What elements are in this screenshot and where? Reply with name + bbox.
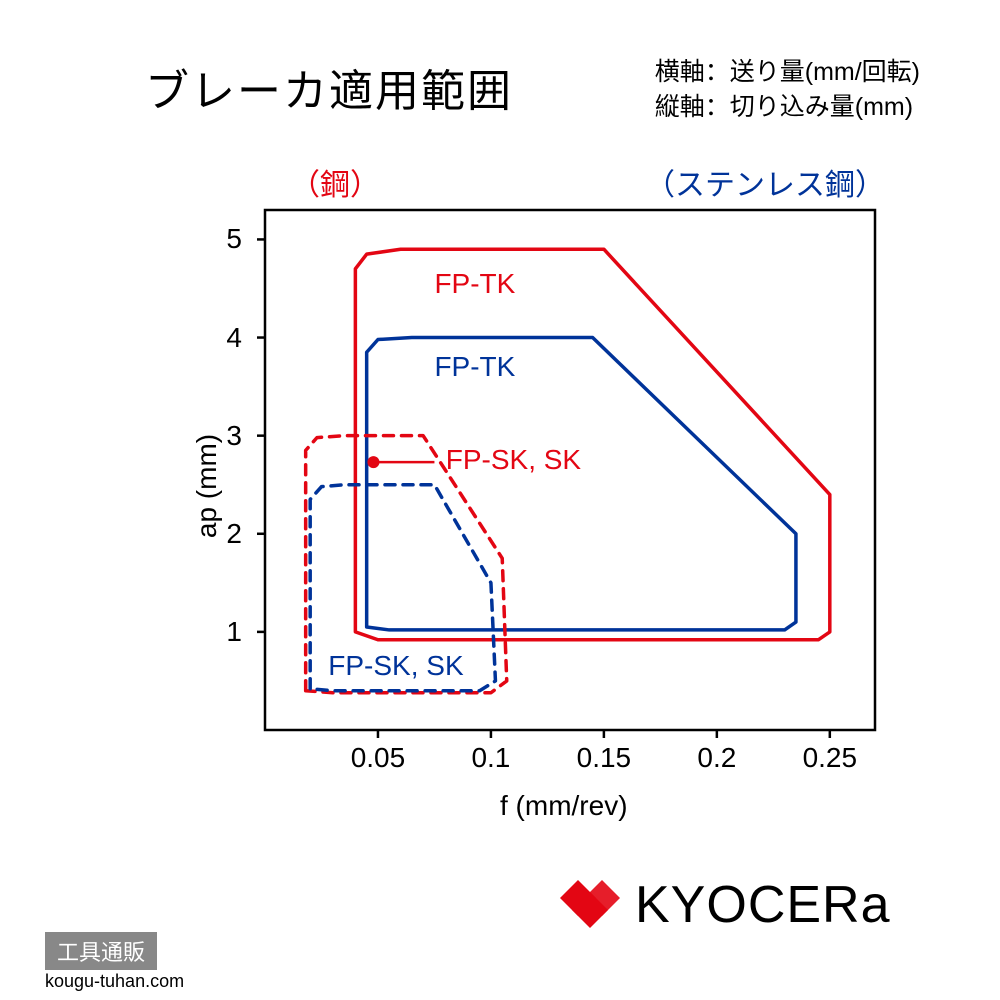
region-fp-tk-red xyxy=(355,249,829,639)
x-tick-label: 0.1 xyxy=(461,742,521,774)
y-tick-label: 2 xyxy=(212,518,242,550)
axis-legend-y: 縦軸：切り込み量(mm) xyxy=(655,90,920,125)
region-label-fp-tk-red: FP-TK xyxy=(434,268,515,300)
kyocera-logo-mark xyxy=(560,880,620,928)
material-label-stainless: （ステンレス鋼） xyxy=(645,160,885,204)
chart-title: ブレーカ適用範囲 xyxy=(145,55,513,119)
source-label: 工具通販 xyxy=(45,932,157,970)
y-tick-label: 4 xyxy=(212,322,242,354)
x-axis-label: f (mm/rev) xyxy=(500,790,628,822)
axis-legend: 横軸：送り量(mm/回転) 縦軸：切り込み量(mm) xyxy=(655,55,920,125)
x-tick-label: 0.2 xyxy=(687,742,747,774)
axis-legend-x: 横軸：送り量(mm/回転) xyxy=(655,55,920,90)
x-tick-label: 0.05 xyxy=(348,742,408,774)
x-tick-label: 0.25 xyxy=(800,742,860,774)
material-label-steel: （鋼） xyxy=(290,160,380,204)
region-label-fp-sk-blue: FP-SK, SK xyxy=(328,650,463,682)
kyocera-logo: KYOCERa xyxy=(560,870,925,945)
page-container: ブレーカ適用範囲 横軸：送り量(mm/回転) 縦軸：切り込み量(mm) （鋼） … xyxy=(0,0,1000,1000)
region-label-fp-tk-blue: FP-TK xyxy=(434,351,515,383)
region-label-fp-sk-red: FP-SK, SK xyxy=(446,444,581,476)
source-url: kougu-tuhan.com xyxy=(45,971,184,992)
kyocera-logo-svg: KYOCERa xyxy=(560,870,925,940)
x-tick-label: 0.15 xyxy=(574,742,634,774)
kyocera-logo-text: KYOCERa xyxy=(635,876,891,934)
y-tick-label: 5 xyxy=(212,223,242,255)
y-tick-label: 1 xyxy=(212,616,242,648)
y-tick-label: 3 xyxy=(212,420,242,452)
